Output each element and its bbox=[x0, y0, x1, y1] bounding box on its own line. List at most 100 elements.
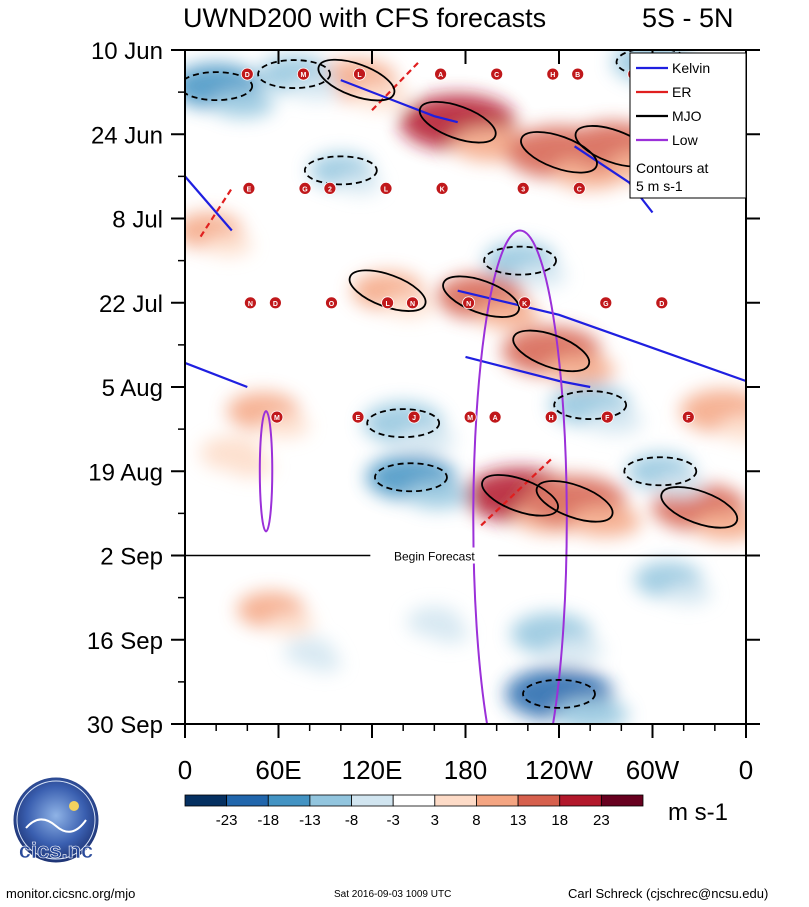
storm-icon bbox=[518, 296, 532, 310]
storm-label: D bbox=[273, 301, 278, 308]
colorbar-swatch bbox=[476, 794, 519, 807]
colorbar-swatch bbox=[392, 794, 436, 807]
colorbar-tick-label: -13 bbox=[299, 812, 321, 829]
storm-marker: O bbox=[325, 296, 338, 310]
storm-label: N bbox=[248, 301, 253, 308]
storm-marker: J bbox=[407, 410, 421, 424]
kelvin-track bbox=[465, 355, 591, 389]
storm-icon bbox=[381, 296, 395, 310]
storm-label: O bbox=[329, 301, 335, 308]
y-tick-label: 16 Sep bbox=[87, 628, 163, 655]
legend-label: ER bbox=[672, 84, 691, 100]
storm-icon bbox=[544, 410, 558, 424]
storm-icon bbox=[599, 296, 613, 310]
kelvin-track bbox=[573, 145, 654, 214]
y-axis: 10 Jun 24 Jun 8 Jul 22 Jul 5 Aug 19 Aug 2 Sep 1… bbox=[87, 38, 760, 739]
kelvin-track bbox=[185, 175, 233, 232]
anomaly-patch bbox=[553, 699, 629, 724]
storm-marker: A bbox=[488, 410, 502, 424]
storm-icon bbox=[434, 67, 448, 81]
storm-label: G bbox=[302, 186, 308, 193]
y-tick-label: 8 Jul bbox=[112, 207, 163, 234]
storm-marker: L bbox=[353, 67, 366, 81]
colorbar-tick-label: 13 bbox=[510, 812, 527, 829]
anomaly-patch bbox=[406, 481, 470, 509]
storm-icon bbox=[270, 410, 284, 424]
storm-icon bbox=[407, 410, 421, 424]
storm-icon bbox=[323, 181, 337, 195]
mjo-contour bbox=[442, 275, 520, 318]
x-tick-label: 120E bbox=[342, 755, 403, 785]
colorbar-tick-label: 8 bbox=[472, 812, 480, 829]
storm-label: H bbox=[549, 415, 554, 422]
storm-label: 3 bbox=[521, 186, 525, 193]
storm-icon bbox=[353, 67, 366, 81]
mjo-contour bbox=[535, 480, 614, 523]
storm-label: M bbox=[300, 72, 306, 79]
storm-icon bbox=[298, 181, 312, 195]
storm-marker: C bbox=[572, 181, 586, 195]
storm-marker: 2 bbox=[323, 181, 337, 195]
colorbar-swatch bbox=[517, 794, 561, 807]
logo-text: cics.nc bbox=[19, 838, 94, 863]
y-tick-label: 30 Sep bbox=[87, 712, 163, 739]
storm-marker: F bbox=[681, 410, 695, 424]
anomaly-patch bbox=[569, 506, 642, 537]
mjo-contour bbox=[512, 329, 591, 373]
storm-marker: L bbox=[379, 181, 393, 195]
y-tick-label: 5 Aug bbox=[102, 375, 163, 402]
colorbar-tick-label: -18 bbox=[257, 812, 279, 829]
anomaly-patch bbox=[399, 427, 456, 453]
storm-label: E bbox=[247, 186, 252, 193]
mjo-contour bbox=[317, 58, 396, 102]
storm-marker: E bbox=[242, 181, 256, 195]
storm-icon bbox=[546, 67, 560, 81]
storm-icon bbox=[240, 67, 254, 81]
storm-marker: G bbox=[298, 181, 312, 195]
storm-marker: C bbox=[490, 67, 504, 81]
er-track bbox=[371, 61, 420, 111]
low-frequency-contour bbox=[472, 229, 568, 724]
anomaly-patch bbox=[307, 654, 343, 673]
y-tick-label: 24 Jun bbox=[91, 122, 163, 149]
x-axis: 0 60E 120E 180 120W 60W 0 bbox=[178, 50, 753, 785]
storm-label: K bbox=[440, 186, 445, 193]
storm-label: L bbox=[385, 301, 390, 308]
storm-label: M bbox=[274, 415, 280, 422]
legend-note-line1: Contours at bbox=[636, 160, 708, 176]
colorbar-tick-label: 3 bbox=[431, 812, 439, 829]
colorbar-swatch bbox=[351, 794, 394, 807]
anomaly-patch bbox=[267, 613, 315, 636]
kelvin-track bbox=[340, 79, 458, 124]
anomaly-patch bbox=[547, 637, 604, 663]
storm-marker: M bbox=[463, 410, 477, 424]
legend-label: MJO bbox=[672, 108, 702, 124]
anomaly-patch bbox=[694, 512, 746, 541]
anomaly-patch bbox=[204, 234, 253, 256]
storm-marker: N bbox=[406, 296, 419, 310]
forecast-label-background bbox=[370, 547, 499, 564]
mjo-contour-negative bbox=[257, 59, 331, 89]
y-tick-label: 19 Aug bbox=[88, 459, 163, 486]
storm-icon bbox=[488, 410, 502, 424]
storm-marker: K bbox=[518, 296, 532, 310]
anomaly-patch bbox=[516, 264, 567, 288]
storm-marker: N bbox=[243, 296, 257, 310]
storm-icon bbox=[268, 296, 282, 310]
storm-marker: 3 bbox=[516, 181, 530, 195]
er-track bbox=[480, 458, 552, 527]
storm-icon bbox=[242, 181, 256, 195]
storm-label: F bbox=[686, 415, 691, 422]
colorbar-swatch bbox=[309, 794, 352, 807]
y-tick-label: 10 Jun bbox=[91, 38, 163, 65]
colorbar-tick-label: 23 bbox=[593, 812, 610, 829]
footer-url: monitor.cicsnc.org/mjo bbox=[6, 886, 135, 901]
storm-icon bbox=[463, 410, 477, 424]
storm-icon bbox=[572, 181, 586, 195]
storm-label: A bbox=[493, 415, 498, 422]
mjo-contour-negative bbox=[374, 462, 448, 493]
storm-marker: D bbox=[240, 67, 254, 81]
storm-label: N bbox=[466, 301, 471, 308]
anomaly-patch bbox=[586, 409, 643, 435]
storm-marker: M bbox=[296, 67, 310, 81]
